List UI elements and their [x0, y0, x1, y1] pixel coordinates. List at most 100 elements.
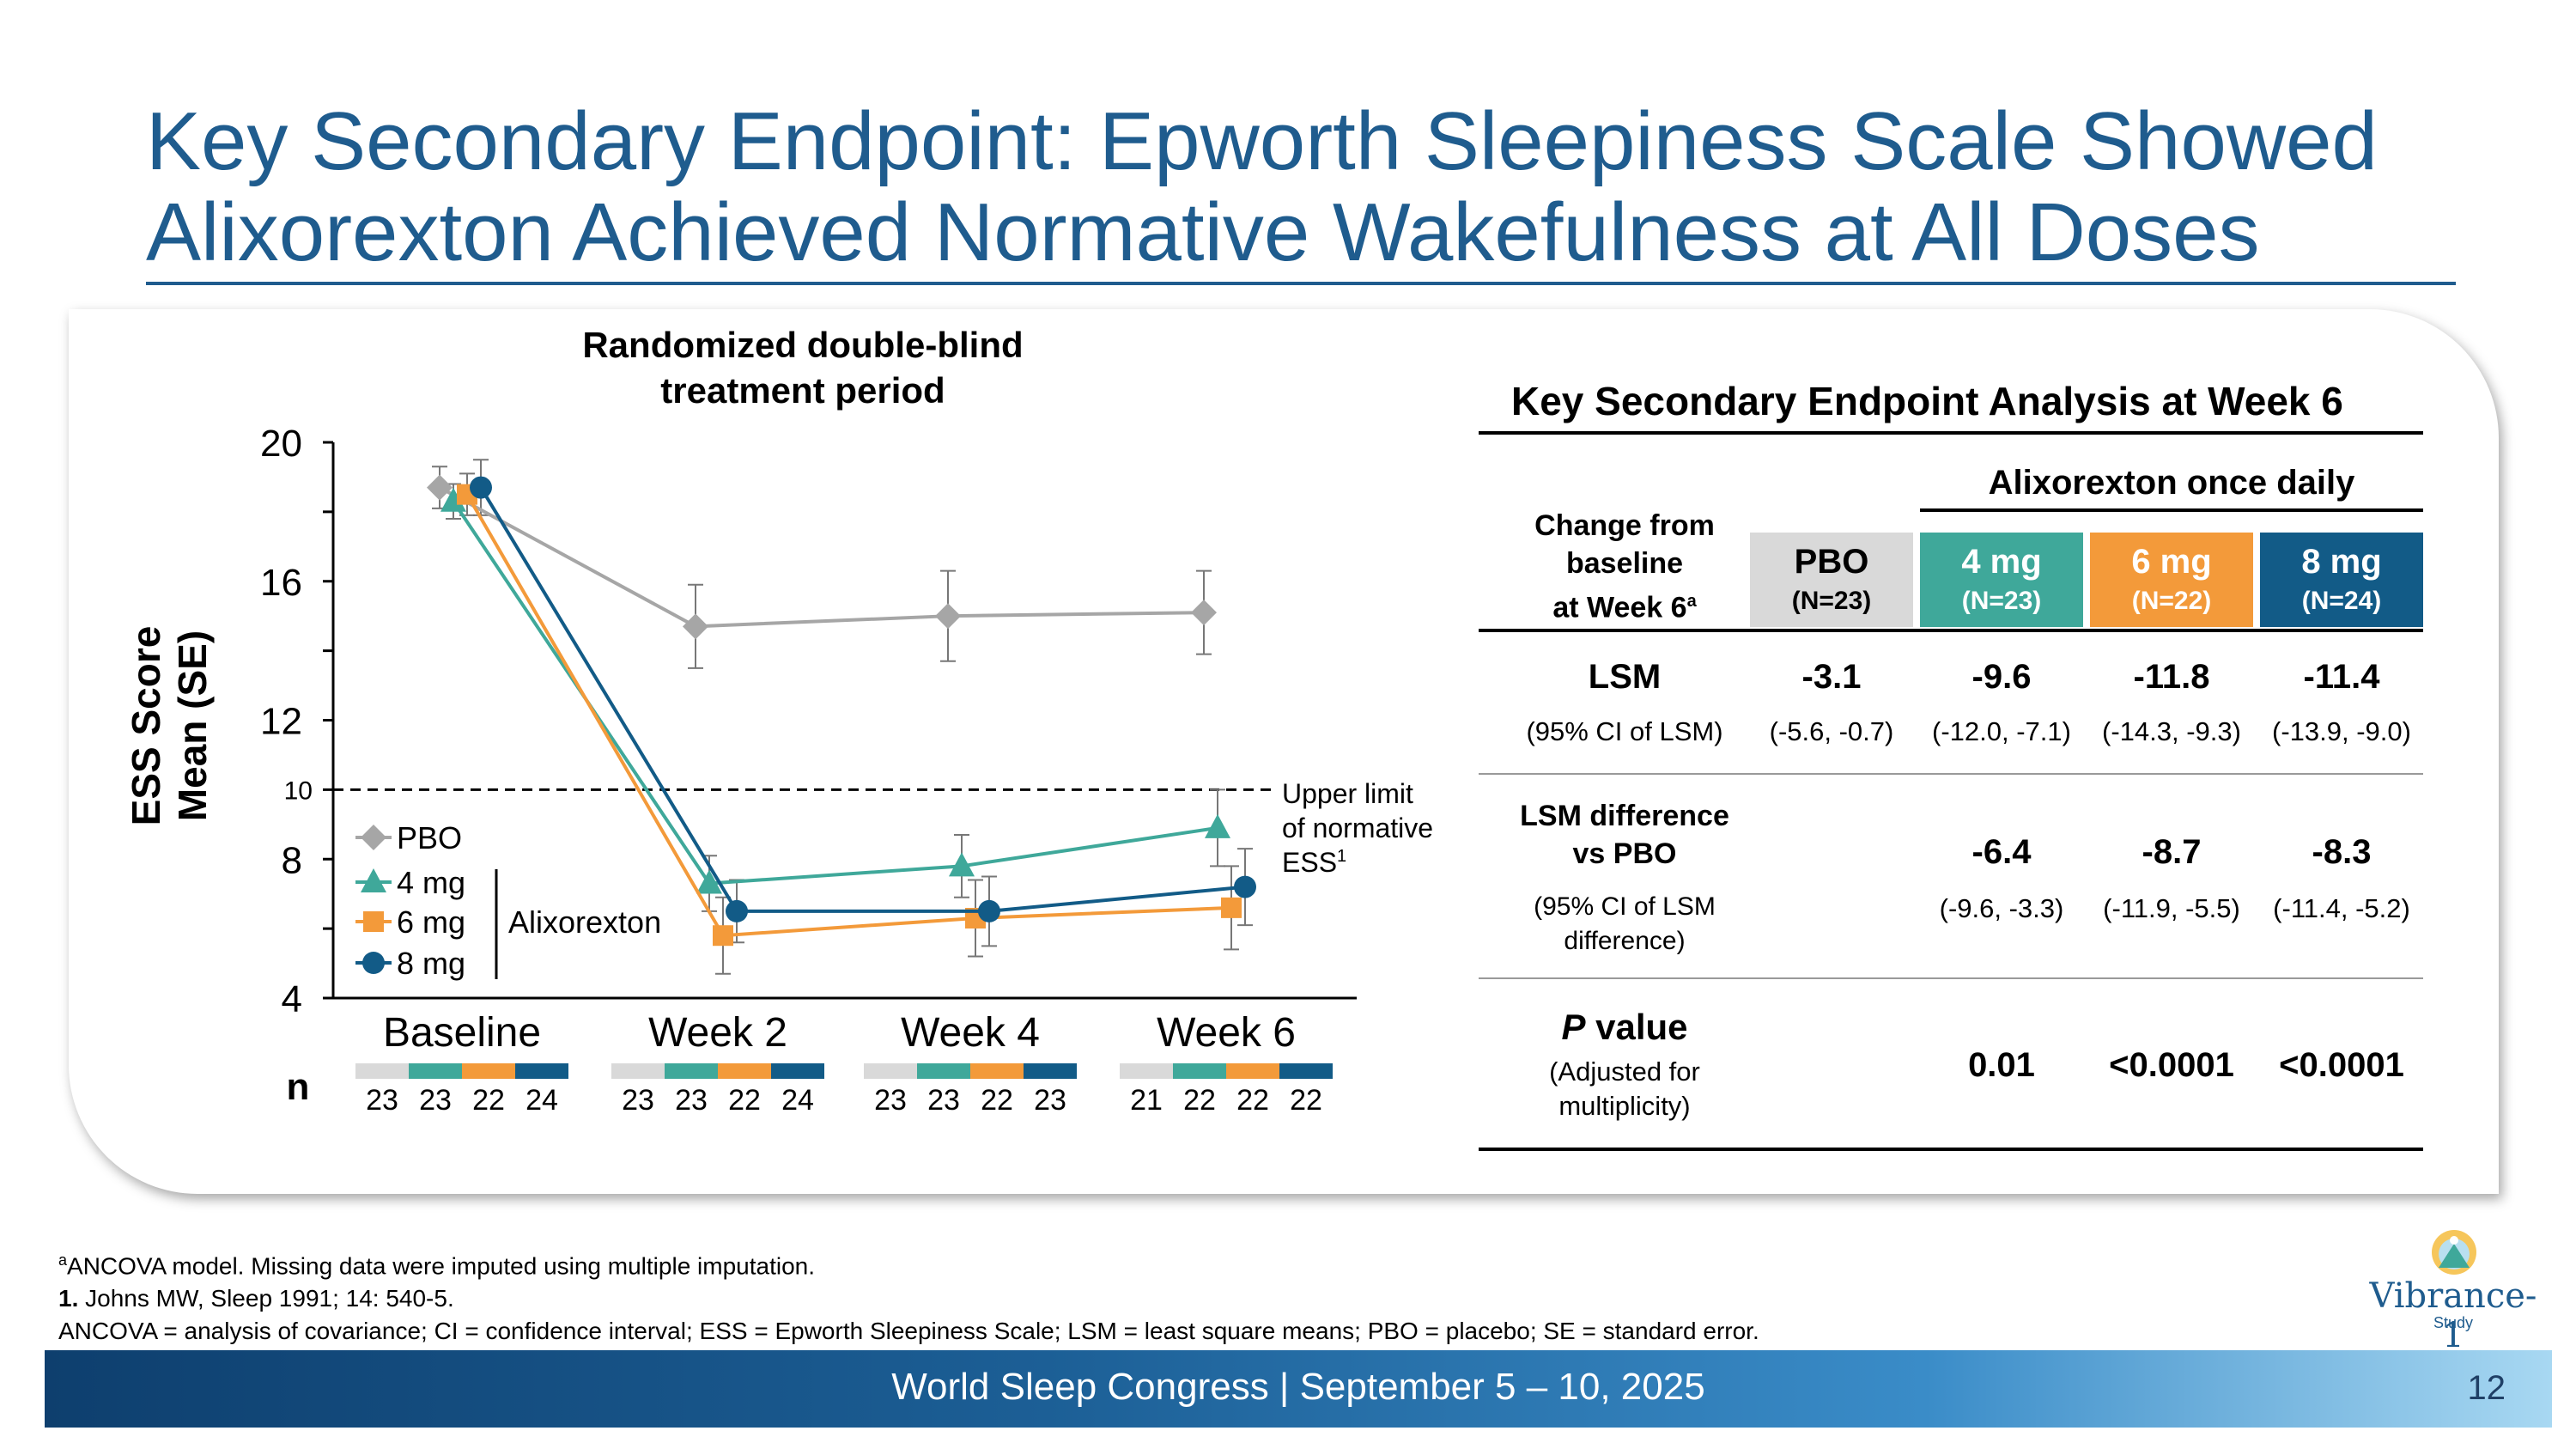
data-point-8mg	[978, 899, 1000, 922]
reference-line-note-1: Upper limit	[1282, 778, 1413, 809]
row-header: Change from baseline at Week 6a	[1479, 507, 1771, 626]
legend-label-pbo: PBO	[397, 820, 462, 855]
diff-4mg: -6.4	[1971, 833, 2032, 871]
data-point-pbo	[427, 474, 453, 501]
diff-label-line-1: LSM difference	[1520, 800, 1729, 832]
data-point-pbo	[1191, 600, 1217, 626]
footnote-3: ANCOVA = analysis of covariance; CI = co…	[58, 1318, 1759, 1345]
reference-line-note-3: ESS1	[1282, 847, 1346, 878]
legend-group-label: Alixorexton	[508, 904, 661, 940]
p-label-italic: P	[1561, 1007, 1586, 1047]
slide-title: Key Secondary Endpoint: Epworth Sleepine…	[146, 96, 2464, 278]
n-strip-segment	[409, 1063, 462, 1079]
n-strip-segment	[1024, 1063, 1077, 1079]
p-label-rest: value	[1585, 1007, 1688, 1047]
y-axis-label-line-2: Mean (SE)	[170, 630, 215, 821]
col-header-n: (N=22)	[2131, 587, 2212, 615]
x-tick-label: Week 6	[1157, 1010, 1296, 1056]
n-value: 23	[675, 1084, 708, 1117]
n-value: 23	[419, 1084, 452, 1117]
n-value: 23	[622, 1084, 654, 1117]
group-header-rule	[1920, 508, 2423, 512]
p-6mg: <0.0001	[2109, 1046, 2234, 1084]
footnote-2: 1. Johns MW, Sleep 1991; 14: 540-5.	[58, 1282, 1759, 1315]
data-point-8mg	[470, 476, 492, 499]
legend-label-8mg: 8 mg	[397, 946, 465, 981]
diff-label: LSM difference vs PBO	[1479, 797, 1771, 873]
content-panel	[69, 309, 2499, 1194]
row-header-line-3-text: at Week 6	[1552, 591, 1687, 624]
n-strip-segment	[1226, 1063, 1279, 1079]
legend-marker-8mg	[362, 952, 385, 974]
diff-rule	[1479, 977, 2423, 979]
data-point-4mg	[949, 852, 975, 877]
diff-ci-label-line-2: difference)	[1564, 927, 1686, 955]
n-strip-segment	[970, 1063, 1024, 1079]
page-number: 12	[2467, 1369, 2506, 1407]
n-value: 22	[472, 1084, 505, 1117]
diff-ci-4mg: (-9.6, -3.3)	[1939, 893, 2064, 923]
title-line-2: Alixorexton Achieved Normative Wakefulne…	[146, 186, 2260, 278]
group-header: Alixorexton once daily	[1988, 464, 2355, 502]
n-value: 24	[781, 1084, 814, 1117]
col-header-n: (N=23)	[1961, 587, 2042, 615]
footnote-2-num: 1.	[58, 1285, 79, 1312]
lsm-ci-pbo: (-5.6, -0.7)	[1769, 716, 1894, 746]
table-top-rule	[1479, 431, 2423, 435]
n-value: 22	[981, 1084, 1013, 1117]
footnotes: aANCOVA model. Missing data were imputed…	[58, 1244, 1759, 1348]
n-strip-segment	[1120, 1063, 1173, 1079]
data-point-4mg	[696, 869, 722, 894]
footnote-1: aANCOVA model. Missing data were imputed…	[58, 1244, 1759, 1282]
data-point-pbo	[683, 613, 708, 640]
n-label: n	[287, 1066, 310, 1108]
n-value: 23	[874, 1084, 907, 1117]
footnote-1-sup: a	[58, 1251, 68, 1269]
n-value: 22	[1183, 1084, 1216, 1117]
study-logo: Vibrance-1 Study	[2363, 1228, 2543, 1355]
legend-marker-pbo	[361, 825, 386, 850]
n-strip-segment	[665, 1063, 718, 1079]
footnote-2-text: Johns MW, Sleep 1991; 14: 540-5.	[78, 1285, 454, 1312]
n-strip-segment	[355, 1063, 409, 1079]
n-strip-segment	[718, 1063, 771, 1079]
reference-line-label: 10	[284, 776, 313, 805]
diff-ci-label: (95% CI of LSM difference)	[1479, 890, 1771, 959]
p-sub-label-line-1: (Adjusted for	[1549, 1056, 1700, 1087]
chart-header-line-1: Randomized double-blind	[582, 325, 1023, 365]
n-strip-segment	[515, 1063, 568, 1079]
y-tick-label: 16	[260, 562, 302, 604]
logo-icon	[2432, 1230, 2476, 1275]
col-header-pbo: PBO (N=23)	[1750, 533, 1913, 627]
n-strip-segment	[462, 1063, 515, 1079]
data-point-pbo	[935, 603, 961, 630]
lsm-ci-4mg: (-12.0, -7.1)	[1932, 716, 2071, 746]
legend-marker-6mg	[363, 911, 384, 932]
col-header-4mg: 4 mg (N=23)	[1920, 533, 2083, 627]
n-value: 22	[1290, 1084, 1322, 1117]
reference-line-note-sup: 1	[1337, 847, 1346, 866]
n-value: 23	[1034, 1084, 1066, 1117]
n-strip-segment	[1173, 1063, 1226, 1079]
legend-label-4mg: 4 mg	[397, 865, 465, 900]
p-8mg: <0.0001	[2279, 1046, 2404, 1084]
col-header-6mg: 6 mg (N=22)	[2090, 533, 2253, 627]
col-header-8mg: 8 mg (N=24)	[2260, 533, 2423, 627]
row-header-line-1: Change from	[1534, 509, 1715, 542]
row-header-line-3: at Week 6a	[1479, 582, 1771, 626]
data-point-6mg	[1221, 897, 1242, 918]
y-axis-label-line-1: ESS Score	[124, 626, 168, 826]
y-tick-label: 4	[282, 978, 302, 1020]
title-line-1: Key Secondary Endpoint: Epworth Sleepine…	[146, 95, 2378, 187]
lsm-rule	[1479, 773, 2423, 775]
diff-label-line-2: vs PBO	[1572, 837, 1677, 870]
data-point-4mg	[440, 487, 466, 512]
col-header-label: 4 mg	[1961, 543, 2042, 581]
title-rule	[146, 282, 2456, 285]
x-tick-label: Baseline	[383, 1010, 541, 1056]
y-tick-label: 8	[282, 839, 302, 881]
data-point-8mg	[726, 899, 748, 922]
logo-text: Vibrance-1	[2369, 1276, 2537, 1355]
diff-8mg: -8.3	[2312, 833, 2372, 871]
